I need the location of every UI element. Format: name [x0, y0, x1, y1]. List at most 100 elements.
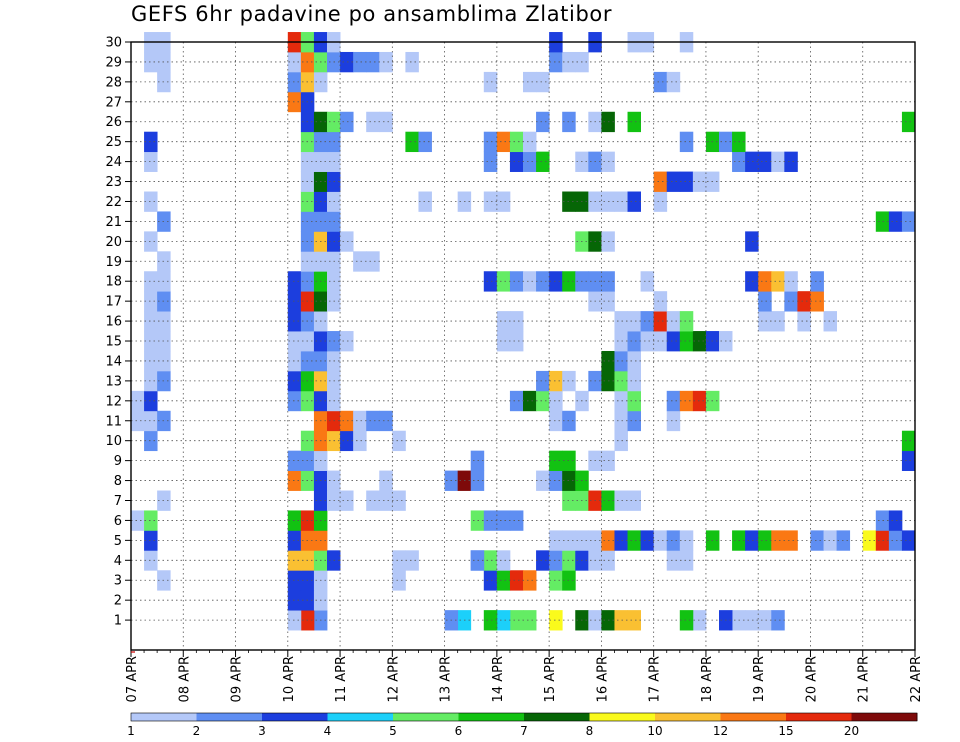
y-tick-label: 17 — [105, 295, 122, 310]
precip-cell — [353, 430, 367, 452]
y-tick-label: 6 — [114, 514, 122, 529]
legend-swatch — [262, 713, 328, 721]
legend-swatch — [393, 713, 459, 721]
y-tick-label: 3 — [114, 574, 122, 589]
precip-cell — [614, 490, 628, 511]
legend-swatch — [851, 713, 918, 721]
precip-cell — [483, 570, 498, 591]
y-tick-label: 12 — [105, 394, 122, 409]
precip-cell — [509, 390, 524, 412]
precip-cell — [666, 550, 681, 571]
precip-cell — [144, 350, 158, 372]
precip-cell — [144, 151, 158, 172]
precip-cell — [692, 610, 707, 631]
legend-label: 15 — [778, 724, 793, 738]
precip-cell — [549, 450, 563, 471]
precip-cell — [745, 271, 759, 292]
precip-cell — [144, 370, 158, 392]
precip-cell — [653, 291, 668, 312]
precip-cell — [549, 610, 563, 631]
precip-cell — [366, 111, 380, 133]
precip-cell — [470, 510, 485, 531]
precip-cell — [901, 211, 916, 232]
precip-cell — [496, 191, 511, 212]
precip-cell — [340, 430, 354, 452]
precip-cell — [509, 510, 524, 531]
precip-cell — [509, 610, 524, 631]
precip-cell — [549, 51, 563, 73]
precip-cell — [418, 131, 432, 153]
precip-cell — [496, 331, 511, 352]
precip-cell — [523, 71, 537, 93]
legend-label: 2 — [193, 724, 201, 738]
precip-cell — [640, 271, 655, 292]
precip-cell — [771, 530, 785, 551]
y-tick-label: 18 — [105, 275, 122, 290]
legend-swatch — [458, 713, 525, 721]
legend-swatch — [720, 713, 787, 721]
x-tick-label: 10 APR — [282, 656, 297, 702]
precip-cell — [627, 350, 641, 372]
precip-cell — [549, 530, 563, 551]
precip-cell — [666, 410, 681, 432]
precip-cell — [287, 311, 302, 332]
precip-cell — [784, 291, 798, 312]
precip-cell — [888, 211, 903, 232]
precip-cell — [666, 530, 681, 551]
precip-cell — [745, 610, 759, 631]
precip-cell — [888, 530, 903, 551]
precip-cell — [418, 191, 432, 212]
y-tick-label: 24 — [105, 155, 122, 170]
precip-cell — [470, 550, 485, 571]
precip-cell — [666, 171, 681, 192]
legend-label: 6 — [455, 724, 463, 738]
precip-cell — [144, 430, 158, 452]
precip-cell — [536, 390, 550, 412]
precip-cell — [287, 470, 302, 491]
precip-cell — [823, 530, 837, 551]
precip-cell — [287, 450, 302, 471]
precip-cell — [470, 470, 485, 491]
precip-cell — [287, 291, 302, 312]
precip-cell — [340, 51, 354, 73]
precip-cell — [536, 550, 550, 571]
precip-cell — [379, 51, 393, 73]
precip-cell — [679, 610, 694, 631]
precip-cell — [496, 510, 511, 531]
y-tick-label: 9 — [114, 454, 122, 469]
precip-cell — [614, 610, 628, 631]
precip-cell — [901, 430, 916, 452]
precip-cell — [627, 111, 641, 133]
precip-cell — [144, 271, 158, 292]
precip-cell — [653, 311, 668, 332]
precip-cell — [496, 550, 511, 571]
x-tick-label: 21 APR — [857, 656, 872, 702]
precip-cell — [614, 350, 628, 372]
precip-cell — [536, 151, 550, 172]
precip-cell — [679, 331, 694, 352]
precip-cell — [496, 311, 511, 332]
precip-cell — [679, 550, 694, 571]
legend-label: 5 — [389, 724, 397, 738]
precip-cell — [797, 311, 811, 332]
precip-cell — [627, 410, 641, 432]
precip-cell — [627, 530, 641, 551]
precip-cell — [144, 530, 158, 551]
legend-label: 1 — [127, 724, 135, 738]
legend-label: 8 — [586, 724, 594, 738]
precip-cell — [627, 390, 641, 412]
precip-cell — [614, 191, 628, 212]
precip-cell — [483, 550, 498, 571]
x-axis: 07 APR 08 APR 09 APR 10 APR 11 APR 12 APR 13 A… — [125, 650, 924, 702]
precip-cell — [405, 51, 419, 73]
precip-cell — [496, 271, 511, 292]
precip-cell — [536, 271, 550, 292]
precip-cell — [144, 231, 158, 252]
precip-cell — [536, 370, 550, 392]
precip-cell — [627, 311, 641, 332]
precip-cell — [287, 51, 302, 73]
precip-cell — [287, 271, 302, 292]
precip-cell — [287, 510, 302, 531]
precip-cell — [340, 231, 354, 252]
precip-cell — [509, 271, 524, 292]
